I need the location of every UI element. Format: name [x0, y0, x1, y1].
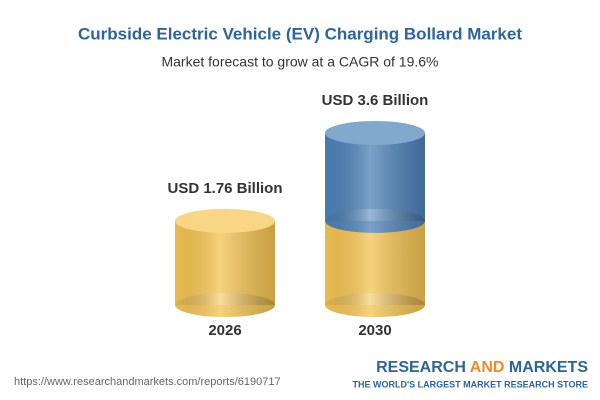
cylinder	[325, 121, 425, 317]
logo-tagline: THE WORLD'S LARGEST MARKET RESEARCH STOR…	[353, 379, 588, 389]
cylinder-bottom-shade	[175, 293, 275, 317]
x-tick-label: 2026	[208, 322, 241, 339]
chart-title: Curbside Electric Vehicle (EV) Charging …	[78, 24, 522, 43]
chart-subtitle: Market forecast to grow at a CAGR of 19.…	[161, 54, 438, 70]
cylinder-top	[175, 208, 275, 233]
logo-part: MARKETS	[509, 359, 588, 376]
value-label: USD 1.76 Billion	[167, 180, 282, 197]
source-url: https://www.researchandmarkets.com/repor…	[14, 376, 281, 388]
logo-part: RESEARCH	[376, 359, 466, 376]
cylinder-shade	[175, 220, 275, 305]
x-tick-label: 2030	[358, 322, 391, 339]
cylinder-bottom-shade	[325, 208, 425, 233]
cylinder-shade	[325, 220, 425, 305]
cylinder-bottom-shade	[325, 293, 425, 317]
value-label: USD 3.6 Billion	[322, 92, 429, 109]
logo-part: AND	[470, 359, 505, 376]
logo: RESEARCH AND MARKETS	[376, 359, 588, 376]
cylinder-top	[325, 121, 425, 145]
cylinder-shade	[325, 133, 425, 221]
cylinder	[175, 208, 275, 317]
